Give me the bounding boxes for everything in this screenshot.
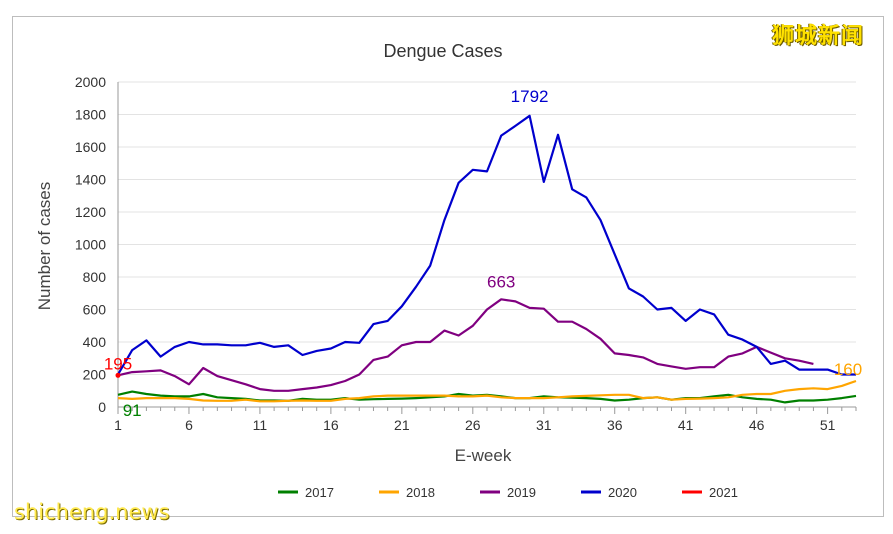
y-tick-label: 600 bbox=[83, 302, 107, 318]
legend-label-2018: 2018 bbox=[406, 485, 435, 500]
annotation-layer: 1792 663 195 91 160 bbox=[104, 87, 862, 420]
chart-title: Dengue Cases bbox=[383, 41, 502, 61]
x-tick-label: 26 bbox=[465, 417, 481, 433]
legend-label-2017: 2017 bbox=[305, 485, 334, 500]
y-tick-label: 2000 bbox=[75, 74, 106, 90]
x-tick-label: 41 bbox=[678, 417, 694, 433]
x-tick-label: 51 bbox=[820, 417, 836, 433]
y-tick-label: 1400 bbox=[75, 172, 106, 188]
x-tick-label: 1 bbox=[114, 417, 122, 433]
chart-svg: Dengue Cases Number of cases E-week 0 200… bbox=[35, 41, 862, 500]
y-axis-label: Number of cases bbox=[35, 182, 54, 311]
x-tick-label: 46 bbox=[749, 417, 765, 433]
series-line-2019 bbox=[117, 298, 814, 392]
y-tick-label: 800 bbox=[83, 269, 107, 285]
x-tick-label: 16 bbox=[323, 417, 339, 433]
y-tick-label: 1200 bbox=[75, 204, 106, 220]
y-tick-label: 1600 bbox=[75, 139, 106, 155]
chart-frame: Dengue Cases Number of cases E-week 0 200… bbox=[12, 16, 884, 517]
legend-label-2020: 2020 bbox=[608, 485, 637, 500]
legend-label-2019: 2019 bbox=[507, 485, 536, 500]
series-line-2018 bbox=[117, 379, 857, 403]
series-line-2020 bbox=[117, 114, 856, 376]
x-axis-label: E-week bbox=[455, 446, 512, 465]
x-tick-label: 11 bbox=[253, 417, 268, 433]
y-tick-label: 400 bbox=[83, 334, 107, 350]
grid-layer bbox=[118, 81, 856, 408]
data-label: 1792 bbox=[511, 87, 549, 106]
watermark-bottom-left: shicheng.news bbox=[14, 500, 170, 524]
x-tick-label: 6 bbox=[185, 417, 193, 433]
data-label: 160 bbox=[834, 360, 862, 379]
data-label: 91 bbox=[123, 401, 142, 420]
x-tick-label: 31 bbox=[536, 417, 552, 433]
series-point-2021 bbox=[115, 372, 121, 378]
y-tick-label: 1800 bbox=[75, 107, 106, 123]
y-tick-label: 1000 bbox=[75, 237, 106, 253]
legend-label-2021: 2021 bbox=[709, 485, 738, 500]
data-label: 195 bbox=[104, 354, 132, 373]
y-tick-label: 200 bbox=[83, 367, 107, 383]
data-label: 663 bbox=[487, 272, 515, 291]
legend: 2017 2018 2019 2020 2021 bbox=[278, 485, 738, 500]
y-tick-label: 0 bbox=[98, 399, 106, 415]
series-layer bbox=[115, 114, 857, 404]
watermark-top-right: 狮城新闻 bbox=[772, 24, 865, 49]
x-tick-label: 21 bbox=[394, 417, 410, 433]
x-tick-label: 36 bbox=[607, 417, 623, 433]
